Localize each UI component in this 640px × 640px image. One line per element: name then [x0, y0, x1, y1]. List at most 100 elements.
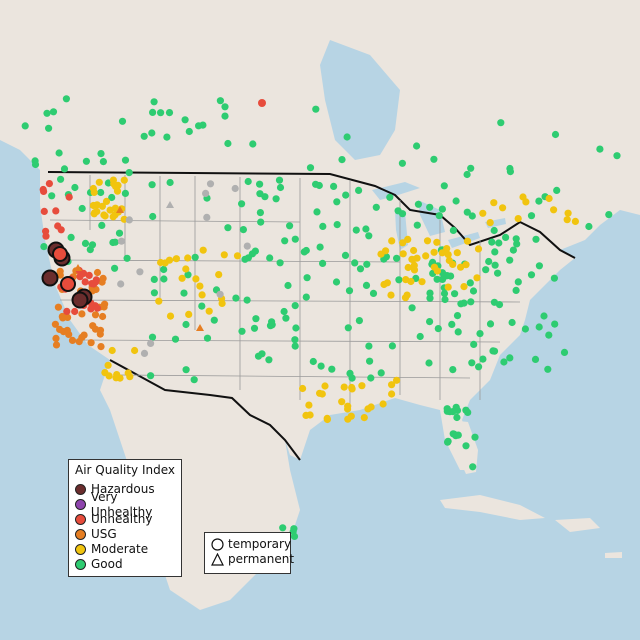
monitor-point — [343, 133, 351, 141]
monitor-point — [403, 291, 411, 299]
monitor-point — [449, 366, 457, 374]
monitor-point — [364, 405, 372, 413]
monitor-point — [250, 324, 259, 332]
monitor-point — [99, 312, 107, 321]
monitor-point — [289, 527, 297, 536]
monitor-type-legend: temporary permanent — [204, 532, 294, 574]
monitor-point — [430, 155, 438, 163]
monitor-point — [476, 330, 484, 338]
monitor-point — [210, 316, 218, 324]
monitor-point — [355, 186, 363, 194]
monitor-point — [256, 209, 264, 217]
monitor-point — [111, 264, 119, 272]
monitor-point — [352, 226, 360, 234]
aqi-legend: Air Quality Index Hazardous Very Unhealt… — [68, 459, 182, 577]
legend-label: Good — [91, 557, 123, 571]
monitor-point — [490, 226, 498, 235]
monitor-point — [78, 204, 86, 213]
monitor-point — [332, 278, 341, 286]
monitor-point — [216, 97, 224, 105]
monitor-point — [348, 374, 356, 382]
monitor-point — [545, 194, 553, 203]
monitor-point — [266, 254, 274, 262]
monitor-point — [316, 243, 324, 251]
monitor-point — [433, 275, 441, 283]
monitor-point — [243, 296, 251, 304]
monitor-point — [444, 283, 452, 291]
monitor-point — [463, 208, 471, 216]
monitor-point — [585, 222, 593, 231]
monitor-point — [333, 221, 341, 229]
monitor-point — [182, 366, 190, 374]
monitor-point — [31, 160, 40, 169]
monitor-point — [468, 359, 476, 367]
monitor-point — [241, 255, 249, 263]
monitor-point — [282, 314, 290, 322]
monitor-point — [317, 362, 325, 370]
monitor-point — [474, 245, 483, 253]
moderate-swatch — [75, 544, 86, 555]
monitor-point — [109, 213, 117, 221]
monitor-point — [414, 200, 422, 208]
state-lines — [49, 175, 521, 405]
monitor-point — [500, 358, 508, 366]
monitor-point — [395, 276, 403, 284]
monitor-point — [404, 263, 412, 272]
monitor-point — [433, 238, 441, 246]
monitor-point — [81, 278, 89, 286]
monitor-point — [399, 250, 407, 258]
monitor-point — [410, 246, 418, 255]
legend-label: Unhealthy — [91, 512, 153, 526]
hudson-bay — [320, 40, 400, 160]
monitor-point — [449, 260, 457, 268]
permanent-monitor — [166, 201, 174, 208]
monitor-point — [540, 312, 548, 320]
monitor-point — [444, 438, 452, 446]
monitor-point — [319, 259, 327, 267]
monitor-point — [43, 109, 51, 117]
monitor-point — [78, 310, 86, 318]
us-land — [40, 170, 575, 470]
legend-item-temporary: temporary — [211, 537, 291, 552]
monitor-point — [398, 159, 406, 167]
monitor-point — [161, 259, 169, 267]
monitor-point — [521, 325, 530, 333]
usg-swatch — [75, 529, 86, 540]
monitor-point — [470, 340, 478, 348]
monitor-point — [449, 430, 457, 438]
monitor-point — [410, 261, 418, 269]
monitor-point — [239, 226, 247, 234]
monitor-point — [279, 524, 287, 532]
monitor-point — [442, 272, 450, 280]
monitor-point — [121, 189, 129, 197]
monitor-point — [463, 170, 471, 179]
monitor-point — [196, 282, 204, 290]
monitor-point — [379, 400, 387, 408]
monitor-point — [150, 289, 158, 297]
monitor-point — [532, 235, 540, 243]
monitor-point — [454, 328, 462, 336]
monitor-point — [341, 251, 350, 259]
monitor-point — [102, 197, 111, 205]
monitor-point — [506, 168, 514, 176]
monitor-point — [306, 164, 315, 172]
monitor-point — [166, 178, 174, 187]
monitor-point — [48, 192, 56, 200]
legend-item-very-unhealthy: Very Unhealthy — [75, 490, 181, 519]
hispaniola-island — [555, 518, 600, 532]
monitor-point — [163, 133, 171, 141]
monitor-point — [291, 342, 299, 350]
monitor-point — [544, 365, 552, 373]
monitor-point — [448, 320, 456, 328]
monitor-point — [479, 209, 487, 217]
monitor-point — [101, 212, 109, 220]
monitor-point — [564, 209, 572, 217]
monitor-point — [425, 359, 433, 367]
unhealthy-monitor — [52, 246, 68, 262]
monitor-point — [252, 315, 260, 323]
monitor-point — [366, 357, 374, 365]
monitor-point — [319, 222, 327, 230]
monitor-point — [613, 152, 621, 160]
monitor-point — [369, 289, 378, 297]
monitor-point — [333, 198, 341, 206]
